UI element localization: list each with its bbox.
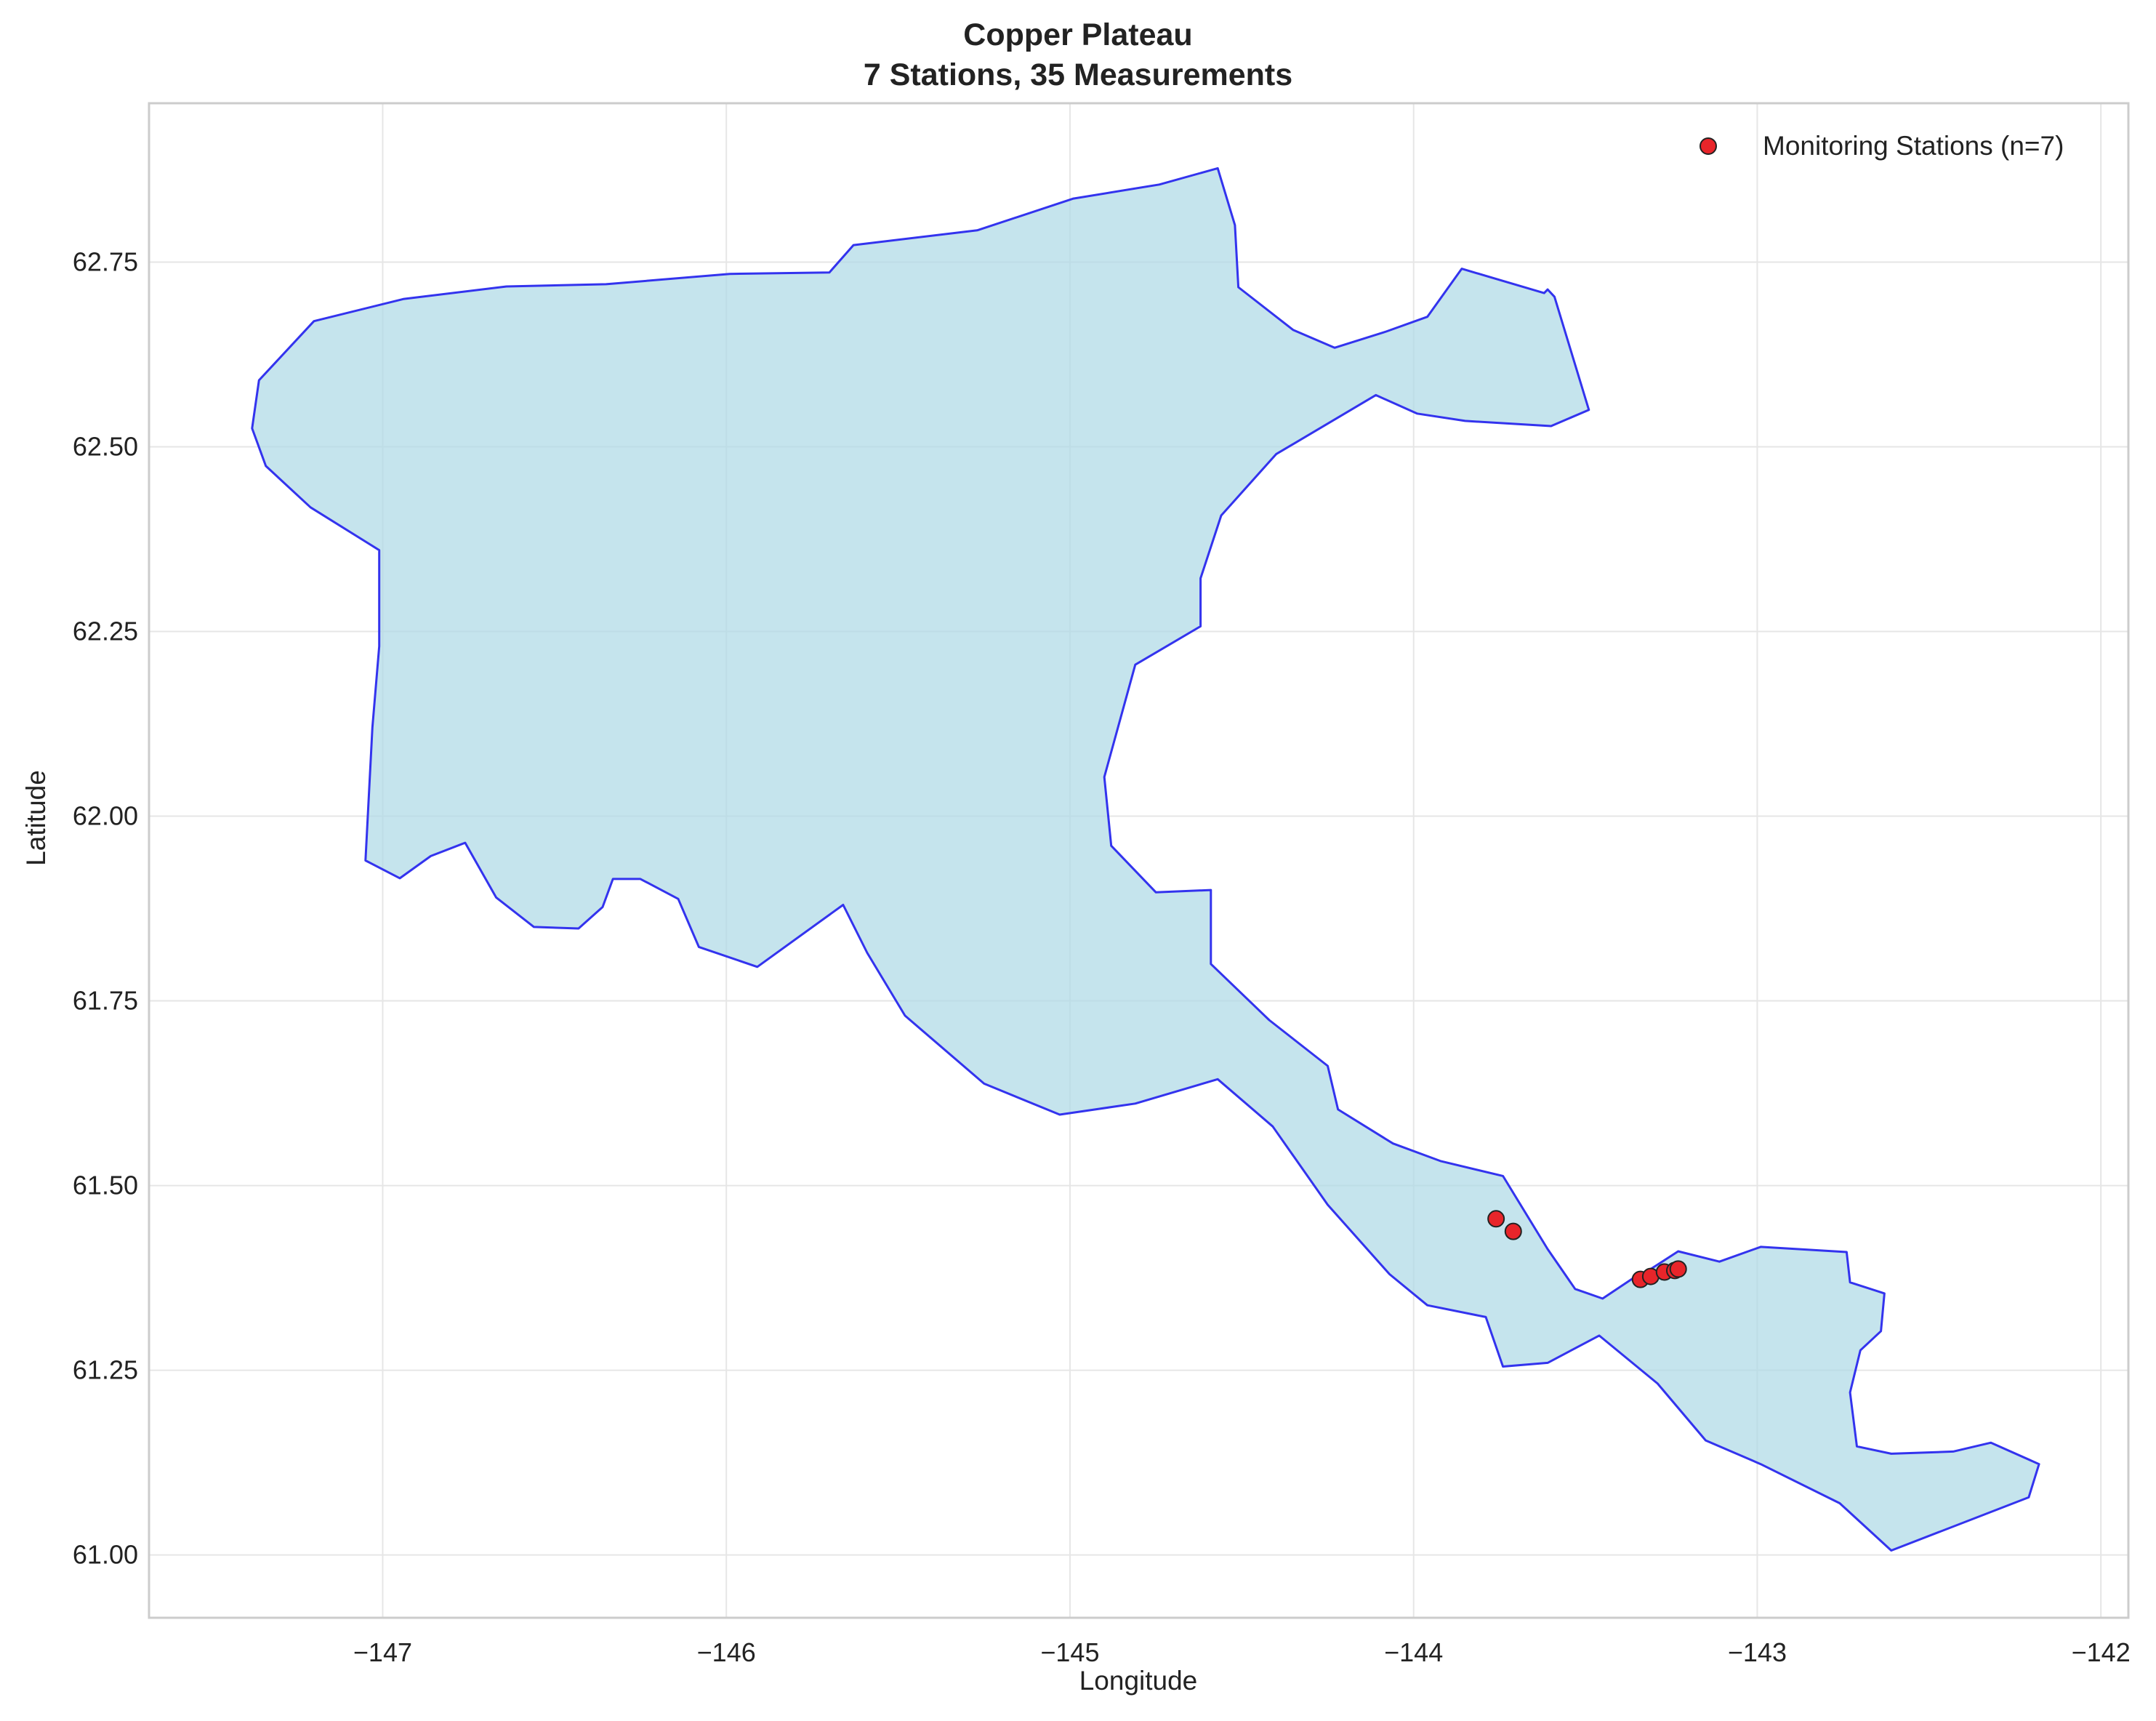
chart-title: Copper Plateau (963, 17, 1192, 52)
x-tick-label-4: −143 (1728, 1637, 1787, 1667)
y-tick-label-0: 61.00 (73, 1540, 138, 1570)
x-tick-label-5: −142 (2072, 1637, 2131, 1667)
y-tick-label-1: 61.25 (73, 1355, 138, 1385)
legend-label: Monitoring Stations (n=7) (1763, 131, 2064, 161)
legend-station-marker (1700, 137, 1717, 155)
plot-frame (148, 102, 2130, 1619)
y-axis-label: Latitude (21, 770, 51, 866)
y-tick-label-4: 62.00 (73, 801, 138, 831)
station-layer (1487, 1210, 1687, 1288)
y-tick-label-7: 62.75 (73, 246, 138, 276)
station-point-1 (1487, 1210, 1505, 1228)
y-tick-label-6: 62.50 (73, 431, 138, 461)
y-tick-label-5: 62.25 (73, 617, 138, 646)
x-axis-ticks: −147 −146 −145 −144 −143 −142 (353, 1637, 2131, 1667)
y-tick-label-2: 61.50 (73, 1171, 138, 1200)
y-tick-label-3: 61.75 (73, 986, 138, 1016)
station-point-7 (1669, 1260, 1687, 1278)
region-layer (251, 167, 2040, 1552)
y-axis-ticks: 61.00 61.25 61.50 61.75 62.00 62.25 62.50 62.75 (73, 246, 138, 1569)
chart-subtitle: 7 Stations, 35 Measurements (864, 57, 1292, 92)
station-point-2 (1504, 1222, 1522, 1240)
x-tick-label-0: −147 (353, 1637, 412, 1667)
x-axis-label: Longitude (1079, 1666, 1198, 1696)
x-tick-label-1: −146 (697, 1637, 756, 1667)
legend: Monitoring Stations (n=7) (1700, 131, 2064, 161)
x-tick-label-3: −144 (1384, 1637, 1443, 1667)
x-tick-label-2: −145 (1040, 1637, 1099, 1667)
region-polygon (251, 167, 2040, 1552)
